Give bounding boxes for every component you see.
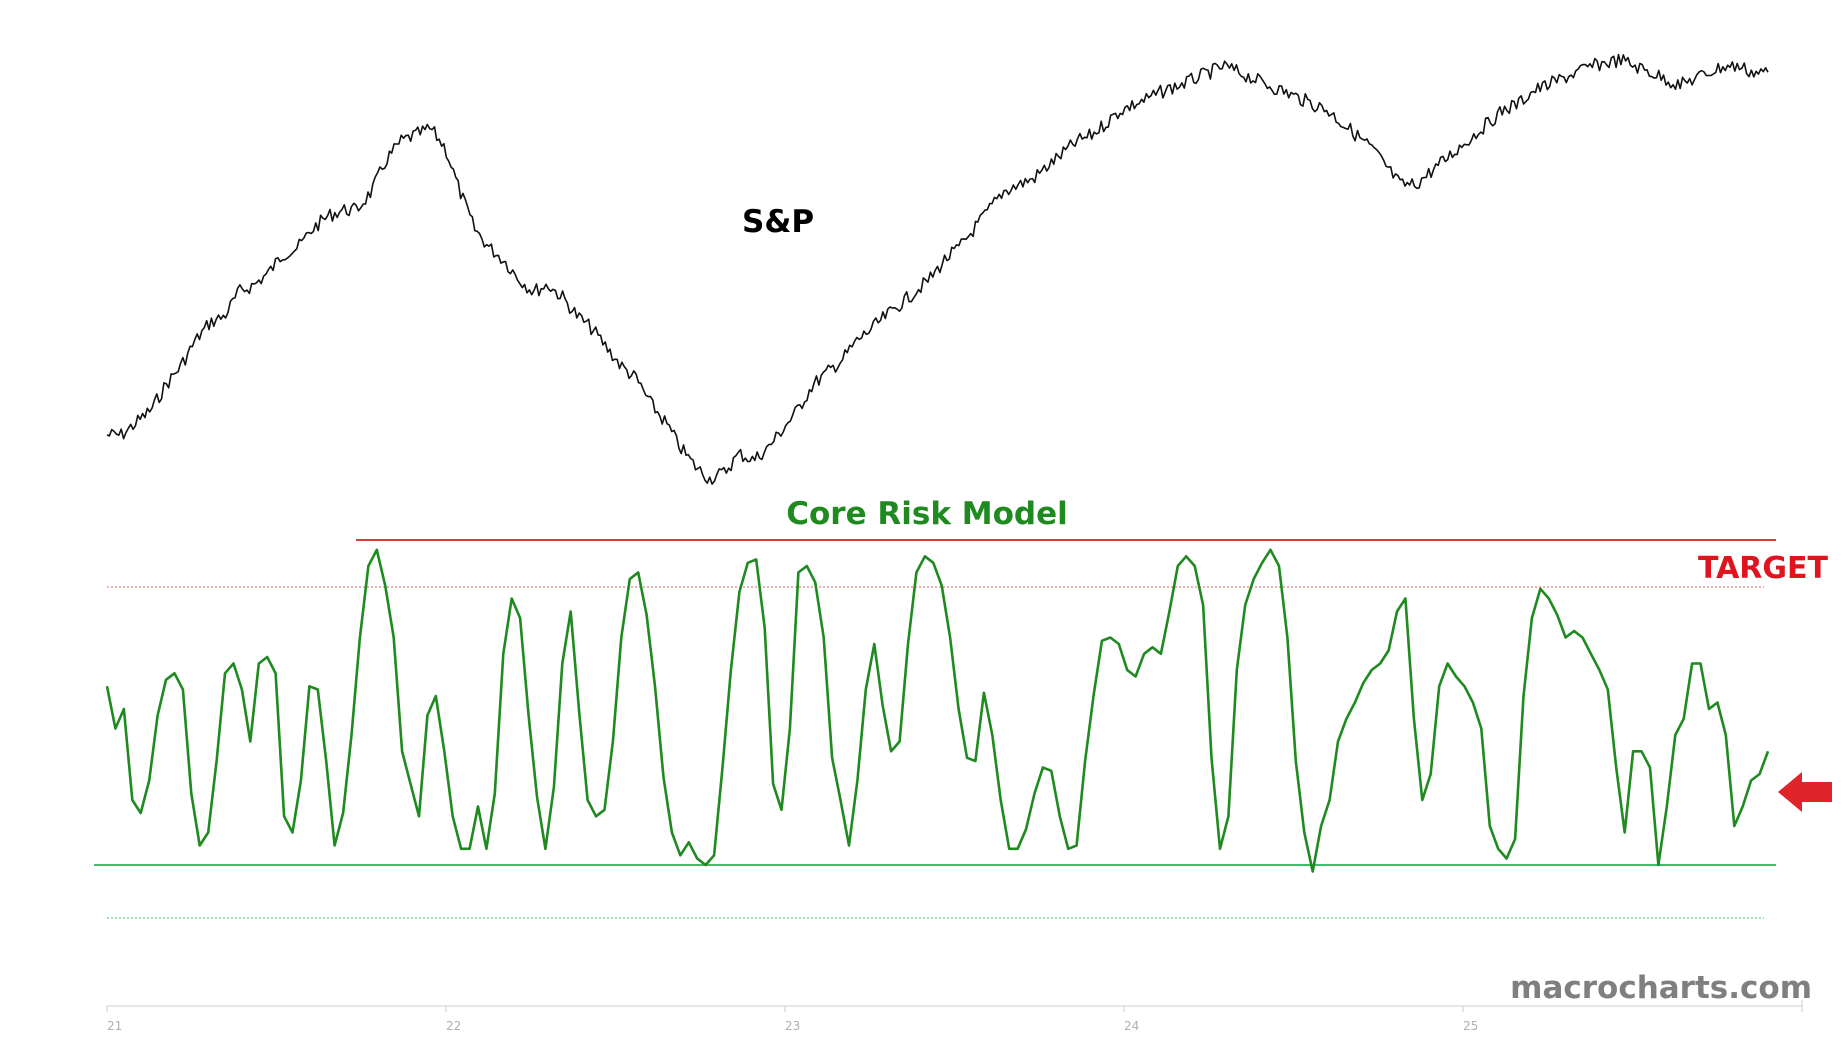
target-label: TARGET (1698, 551, 1829, 586)
risk-model-line (105, 548, 1770, 873)
current-reading-arrow (1778, 772, 1832, 812)
x-tick-label: 23 (785, 1019, 800, 1033)
risk-title: Core Risk Model (786, 496, 1068, 532)
x-tick-label: 21 (107, 1019, 122, 1033)
sp-panel: S&P (106, 53, 1769, 485)
x-axis: 21 22 23 24 25 (106, 1000, 1803, 1033)
x-tick-label: 24 (1124, 1019, 1139, 1033)
risk-panel: Core Risk Model TARGET (94, 496, 1832, 919)
sp-price-line (106, 53, 1769, 485)
credit-label: macrocharts.com (1510, 970, 1812, 1006)
sp-title: S&P (742, 204, 814, 240)
x-tick-label: 25 (1463, 1019, 1478, 1033)
x-tick-label: 22 (446, 1019, 461, 1033)
